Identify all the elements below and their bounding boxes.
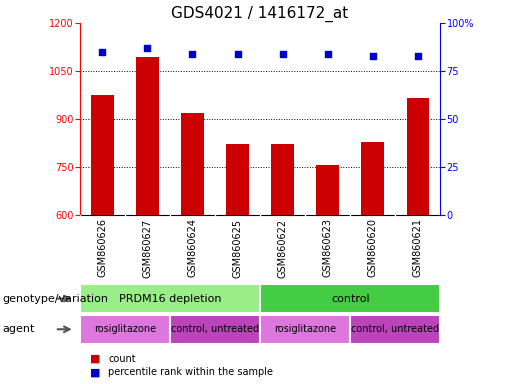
Bar <box>91 95 114 215</box>
Text: rosiglitazone: rosiglitazone <box>274 324 336 334</box>
Text: PRDM16 depletion: PRDM16 depletion <box>118 293 221 304</box>
Bar <box>80 284 260 313</box>
Bar <box>350 315 440 344</box>
Text: control: control <box>331 293 369 304</box>
Text: control, untreated: control, untreated <box>171 324 259 334</box>
Text: count: count <box>108 354 136 364</box>
Point <box>233 51 242 57</box>
Bar <box>181 113 204 215</box>
Text: rosiglitazone: rosiglitazone <box>94 324 156 334</box>
Text: GSM860625: GSM860625 <box>233 218 243 278</box>
Point <box>279 51 287 57</box>
Text: agent: agent <box>3 324 35 334</box>
Text: GSM860623: GSM860623 <box>323 218 333 277</box>
Text: ■: ■ <box>90 367 100 377</box>
Text: control, untreated: control, untreated <box>351 324 439 334</box>
Text: GSM860622: GSM860622 <box>278 218 287 278</box>
Bar <box>406 98 429 215</box>
Text: GSM860620: GSM860620 <box>368 218 377 277</box>
Bar <box>80 315 170 344</box>
Title: GDS4021 / 1416172_at: GDS4021 / 1416172_at <box>171 5 349 22</box>
Text: GSM860621: GSM860621 <box>413 218 423 277</box>
Bar <box>362 142 384 215</box>
Bar <box>136 56 159 215</box>
Point <box>98 49 107 55</box>
Text: percentile rank within the sample: percentile rank within the sample <box>108 367 273 377</box>
Text: GSM860627: GSM860627 <box>143 218 152 278</box>
Bar <box>260 284 440 313</box>
Bar <box>170 315 260 344</box>
Point <box>369 53 377 59</box>
Point <box>188 51 197 57</box>
Point <box>143 45 151 51</box>
Bar <box>316 166 339 215</box>
Text: ■: ■ <box>90 354 100 364</box>
Point <box>323 51 332 57</box>
Text: genotype/variation: genotype/variation <box>3 293 109 304</box>
Point <box>414 53 422 59</box>
Bar <box>271 144 294 215</box>
Bar <box>226 144 249 215</box>
Text: GSM860626: GSM860626 <box>97 218 107 277</box>
Bar <box>260 315 350 344</box>
Text: GSM860624: GSM860624 <box>187 218 197 277</box>
